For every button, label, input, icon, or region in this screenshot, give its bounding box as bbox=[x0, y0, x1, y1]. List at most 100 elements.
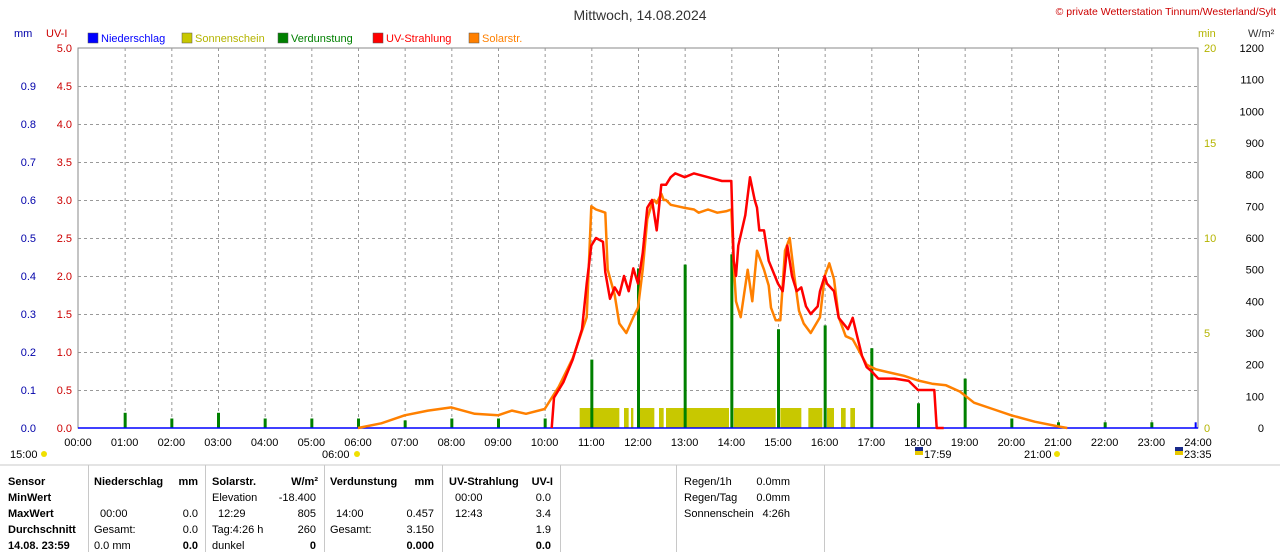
y-tick-wm2: 0 bbox=[1258, 423, 1264, 435]
y-tick-wm2: 1200 bbox=[1240, 43, 1264, 55]
stats-value: 0.0 bbox=[182, 540, 198, 552]
x-tick-label: 23:00 bbox=[1138, 437, 1166, 449]
stats-label: dunkel bbox=[212, 540, 245, 552]
stats-label: Gesamt: bbox=[94, 524, 136, 536]
stats-unit: mm bbox=[414, 476, 434, 488]
sun-marker-label: 23:35 bbox=[1184, 449, 1212, 461]
stats-solar-column: Solarstr. W/m² Elevation -18.400 12:29 8… bbox=[212, 474, 318, 554]
x-tick-label: 08:00 bbox=[438, 437, 466, 449]
y-tick-wm2: 300 bbox=[1246, 328, 1264, 340]
stats-sensor-column: Sensor MinWert MaxWert Durchschnitt 14.0… bbox=[8, 474, 76, 554]
x-tick-label: 10:00 bbox=[531, 437, 559, 449]
legend-label: UV-Strahlung bbox=[386, 33, 451, 45]
legend-label: Niederschlag bbox=[101, 33, 165, 45]
chart-axes: 0.0 0.1 0.2 0.3 0.4 0.5 0.6 0.7 0.8 0.9 0.0 0.5 1.0 1… bbox=[21, 43, 1264, 449]
evaporation-bar bbox=[730, 254, 734, 428]
x-tick-label: 07:00 bbox=[391, 437, 419, 449]
y-tick-mm: 0.0 bbox=[21, 423, 36, 435]
stats-separator bbox=[324, 465, 325, 552]
legend-label: Sonnenschein bbox=[195, 33, 265, 45]
evaporation-bar bbox=[403, 420, 407, 428]
stats-time: 12:29 bbox=[218, 508, 246, 520]
stats-row-label: MinWert bbox=[8, 492, 52, 504]
sunshine-block bbox=[638, 408, 655, 428]
sunshine-block bbox=[780, 408, 802, 428]
y-tick-uvi: 4.0 bbox=[57, 119, 72, 131]
stats-evaporation-column: Verdunstung mm 14:00 0.457 Gesamt: 3.150… bbox=[330, 474, 436, 554]
sunshine-block bbox=[850, 408, 855, 428]
x-tick-label: 21:00 bbox=[1044, 437, 1072, 449]
y-tick-mm: 0.9 bbox=[21, 81, 36, 93]
chart-bars bbox=[123, 254, 1197, 428]
evaporation-bar bbox=[217, 412, 220, 428]
y-tick-mm: 0.1 bbox=[21, 385, 36, 397]
evaporation-bar bbox=[823, 325, 827, 428]
evaporation-bar bbox=[870, 348, 874, 428]
y-tick-wm2: 100 bbox=[1246, 391, 1264, 403]
y-tick-uvi: 2.5 bbox=[57, 233, 72, 245]
legend-label: Verdunstung bbox=[291, 33, 353, 45]
evaporation-bar bbox=[310, 418, 314, 428]
stats-unit: mm bbox=[178, 476, 198, 488]
x-tick-label: 06:00 bbox=[344, 437, 372, 449]
x-tick-label: 16:00 bbox=[811, 437, 839, 449]
stats-separator bbox=[560, 465, 561, 552]
sun-marker-label: 06:00 bbox=[322, 449, 350, 461]
sun-marker-label: 17:59 bbox=[924, 449, 952, 461]
stats-value: 0.0 bbox=[535, 540, 551, 552]
sunshine-block bbox=[841, 408, 846, 428]
stats-time: 12:43 bbox=[455, 508, 483, 520]
y-tick-uvi: 5.0 bbox=[57, 43, 72, 55]
y-tick-uvi: 0.0 bbox=[57, 423, 72, 435]
x-tick-label: 12:00 bbox=[624, 437, 652, 449]
evaporation-bar bbox=[590, 359, 594, 428]
evaporation-bar bbox=[683, 264, 687, 428]
x-tick-label: 03:00 bbox=[204, 437, 232, 449]
chart-lines bbox=[78, 172, 1198, 430]
sunshine-block bbox=[666, 408, 729, 428]
y-tick-wm2: 1100 bbox=[1240, 75, 1264, 87]
summary-label: Regen/Tag bbox=[684, 492, 738, 504]
sunshine-block bbox=[631, 408, 634, 428]
stats-header: Sensor bbox=[8, 476, 46, 488]
stats-value: 0.0 bbox=[182, 508, 198, 520]
sunshine-block bbox=[624, 408, 629, 428]
x-tick-label: 20:00 bbox=[998, 437, 1026, 449]
evaporation-bar bbox=[963, 378, 967, 428]
stats-time: 00:00 bbox=[455, 492, 483, 504]
x-tick-label: 01:00 bbox=[111, 437, 139, 449]
stats-header: Solarstr. bbox=[212, 476, 257, 488]
evaporation-bar bbox=[1103, 422, 1107, 428]
summary-label: Regen/1h bbox=[684, 476, 732, 488]
stats-header: UV-Strahlung bbox=[449, 476, 519, 488]
stats-row-label: MaxWert bbox=[8, 508, 54, 520]
stats-value: 0.457 bbox=[406, 508, 434, 520]
stats-value: 3.150 bbox=[406, 524, 434, 536]
sun-marker-label: 21:00 bbox=[1024, 449, 1052, 461]
stats-unit: W/m² bbox=[291, 476, 318, 488]
evaporation-bar bbox=[263, 418, 267, 428]
y-tick-mm: 0.4 bbox=[21, 271, 36, 283]
legend-swatch bbox=[277, 32, 289, 44]
legend-swatch bbox=[372, 32, 384, 44]
y-tick-min: 20 bbox=[1204, 43, 1216, 55]
stats-summary: Regen/1h 0.0mm Regen/Tag 0.0mm Sonnensch… bbox=[684, 474, 792, 522]
sunshine-block bbox=[827, 408, 834, 428]
legend-label: Solarstr. bbox=[482, 33, 522, 45]
y-tick-min: 0 bbox=[1204, 423, 1210, 435]
x-tick-label: 04:00 bbox=[251, 437, 279, 449]
stats-separator bbox=[88, 465, 89, 552]
stats-value: 805 bbox=[297, 508, 316, 520]
sunshine-block bbox=[579, 408, 620, 428]
x-tick-label: 17:00 bbox=[858, 437, 886, 449]
stats-value: 0 bbox=[309, 540, 316, 552]
x-tick-label: 00:00 bbox=[64, 437, 92, 449]
sunset-icon bbox=[915, 451, 923, 455]
chart-legend: Niederschlag Sonnenschein Verdunstung UV-St… bbox=[87, 32, 522, 45]
x-tick-label: 19:00 bbox=[951, 437, 979, 449]
evaporation-bar bbox=[1057, 422, 1060, 428]
y-tick-wm2: 400 bbox=[1246, 296, 1264, 308]
precipitation-bar bbox=[1194, 422, 1197, 428]
uv-radiation-line bbox=[550, 172, 944, 430]
y-tick-wm2: 700 bbox=[1246, 201, 1264, 213]
